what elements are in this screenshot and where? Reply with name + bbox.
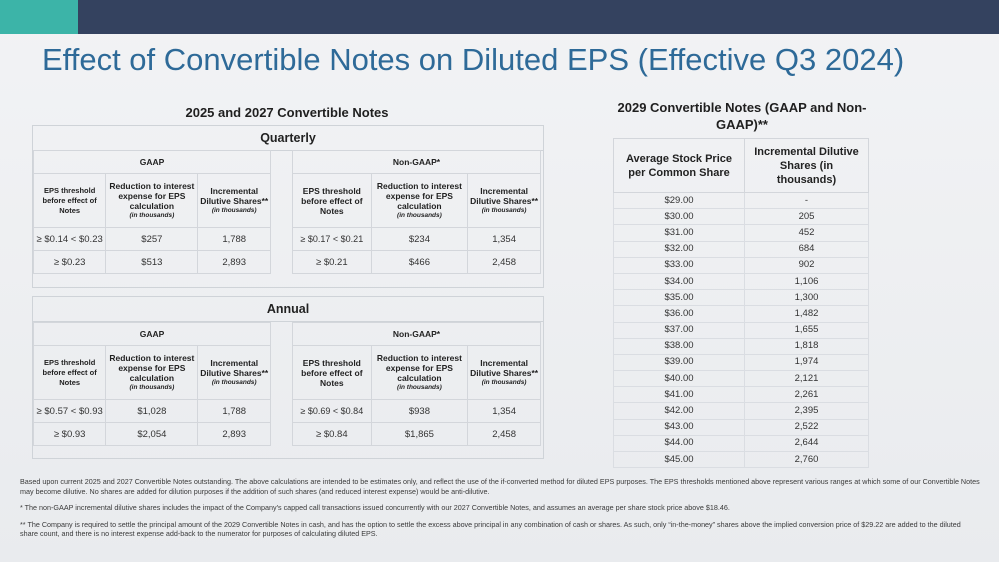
stock-price-cell: $36.00 <box>613 305 745 323</box>
table-row: $30.00 205 <box>613 208 869 226</box>
incremental-shares-cell: 2,760 <box>744 450 869 469</box>
annual-gaap-label: GAAP <box>33 322 271 346</box>
table-row: $43.00 2,522 <box>613 418 869 436</box>
incremental-shares-cell: 205 <box>744 208 869 226</box>
footnotes: Based upon current 2025 and 2027 Convert… <box>20 477 980 546</box>
footnote-double-star: ** The Company is required to settle the… <box>20 519 961 539</box>
table-row: ≥ $0.21 $466 2,458 <box>292 250 541 274</box>
table-row: $38.00 1,818 <box>613 337 869 355</box>
table-row: ≥ $0.17 < $0.21 $234 1,354 <box>292 227 541 251</box>
table-row: $34.00 1,106 <box>613 272 869 291</box>
top-bar <box>0 0 999 34</box>
header-reduction: Reduction to interest expense for EPS ca… <box>105 173 199 228</box>
stock-price-cell: $42.00 <box>613 402 745 420</box>
table-row: $37.00 1,655 <box>613 321 869 339</box>
header-threshold: EPS threshold before effect of Notes <box>292 173 372 228</box>
table-row: $35.00 1,300 <box>613 289 869 307</box>
incremental-shares-cell: 1,655 <box>744 321 869 339</box>
header-incremental: Incremental Dilutive Shares** (in thousan… <box>467 173 541 228</box>
incremental-shares-cell: 902 <box>744 256 869 274</box>
stock-price-cell: $40.00 <box>613 370 745 388</box>
stock-price-cell: $41.00 <box>613 386 745 404</box>
incremental-shares-cell: 1,482 <box>744 305 869 323</box>
table-row: $36.00 1,482 <box>613 305 869 323</box>
table-row: ≥ $0.14 < $0.23 $257 1,788 <box>32 227 271 251</box>
stock-price-cell: $44.00 <box>613 434 745 453</box>
stock-price-cell: $34.00 <box>613 272 745 291</box>
incremental-shares-cell: 2,121 <box>744 370 869 388</box>
header-incremental: Incremental Dilutive Shares** (in thousan… <box>197 173 271 228</box>
table-row: $41.00 2,261 <box>613 386 869 404</box>
header-reduction: Reduction to interest expense for EPS ca… <box>370 345 469 400</box>
stock-price-cell: $33.00 <box>613 256 745 274</box>
incremental-shares-cell: 1,818 <box>744 337 869 355</box>
header-threshold: EPS threshold before effect of Notes <box>32 173 107 228</box>
left-section-title: 2025 and 2027 Convertible Notes <box>185 105 389 120</box>
table-row: $42.00 2,395 <box>613 402 869 420</box>
header-incremental: Incremental Dilutive Shares** (in thousan… <box>467 345 541 400</box>
stock-price-cell: $38.00 <box>613 337 745 355</box>
table-row: ≥ $0.93 $2,054 2,893 <box>32 422 271 446</box>
right-section-title: 2029 Convertible Notes (GAAP and Non-GAA… <box>617 100 867 132</box>
quarterly-gaap-label: GAAP <box>33 150 271 174</box>
table-row: ≥ $0.69 < $0.84 $938 1,354 <box>292 399 541 423</box>
quarterly-label: Quarterly <box>33 126 543 151</box>
incremental-shares-cell: 2,522 <box>744 418 869 436</box>
incremental-shares-cell: 2,644 <box>744 434 869 453</box>
stock-price-cell: $43.00 <box>613 418 745 436</box>
stock-price-cell: $29.00 <box>613 191 745 210</box>
table-row: $45.00 2,760 <box>613 450 869 469</box>
quarterly-nongaap-table: Non-GAAP* EPS threshold before effect of… <box>292 150 541 274</box>
footnote-star: * The non-GAAP incremental dilutive shar… <box>20 503 730 512</box>
footnote-main: Based upon current 2025 and 2027 Convert… <box>20 477 980 496</box>
convertible-2029-table: Average Stock Price per Common Share Inc… <box>613 138 869 469</box>
stock-price-cell: $45.00 <box>613 450 745 469</box>
table-row: $44.00 2,644 <box>613 434 869 453</box>
quarterly-gaap-table: GAAP EPS threshold before effect of Note… <box>32 150 271 274</box>
quarterly-box: Quarterly <box>32 125 544 288</box>
stock-price-cell: $32.00 <box>613 240 745 258</box>
header-threshold: EPS threshold before effect of Notes <box>32 345 107 400</box>
table-row: $40.00 2,121 <box>613 370 869 388</box>
table-row: $39.00 1,974 <box>613 353 869 372</box>
incremental-shares-cell: - <box>744 191 869 210</box>
incremental-shares-cell: 1,974 <box>744 353 869 372</box>
header-reduction: Reduction to interest expense for EPS ca… <box>370 173 469 228</box>
stock-price-cell: $39.00 <box>613 353 745 372</box>
table-row: $31.00 452 <box>613 224 869 242</box>
header-reduction: Reduction to interest expense for EPS ca… <box>105 345 199 400</box>
incremental-shares-cell: 1,106 <box>744 272 869 291</box>
annual-gaap-table: GAAP EPS threshold before effect of Note… <box>32 322 271 446</box>
incremental-shares-cell: 2,395 <box>744 402 869 420</box>
header-incremental: Incremental Dilutive Shares** (in thousan… <box>197 345 271 400</box>
stock-price-cell: $30.00 <box>613 208 745 226</box>
header-stock-price: Average Stock Price per Common Share <box>613 138 745 193</box>
table-row: ≥ $0.84 $1,865 2,458 <box>292 422 541 446</box>
incremental-shares-cell: 2,261 <box>744 386 869 404</box>
page-title: Effect of Convertible Notes on Diluted E… <box>42 42 905 77</box>
annual-box: Annual <box>32 296 544 459</box>
stock-price-cell: $37.00 <box>613 321 745 339</box>
incremental-shares-cell: 452 <box>744 224 869 242</box>
table-row: $32.00 684 <box>613 240 869 258</box>
stock-price-cell: $31.00 <box>613 224 745 242</box>
incremental-shares-cell: 684 <box>744 240 869 258</box>
table-row: $33.00 902 <box>613 256 869 274</box>
header-incremental-shares: Incremental Dilutive Shares (in thousand… <box>744 138 869 193</box>
table-row: $29.00- <box>613 191 869 210</box>
annual-label: Annual <box>33 297 543 322</box>
annual-nongaap-table: Non-GAAP* EPS threshold before effect of… <box>292 322 541 446</box>
stock-price-cell: $35.00 <box>613 289 745 307</box>
incremental-shares-cell: 1,300 <box>744 289 869 307</box>
top-bar-accent <box>0 0 78 34</box>
header-threshold: EPS threshold before effect of Notes <box>292 345 372 400</box>
table-row: ≥ $0.23 $513 2,893 <box>32 250 271 274</box>
quarterly-nongaap-label: Non-GAAP* <box>292 150 541 174</box>
annual-nongaap-label: Non-GAAP* <box>292 322 541 346</box>
table-row: ≥ $0.57 < $0.93 $1,028 1,788 <box>32 399 271 423</box>
